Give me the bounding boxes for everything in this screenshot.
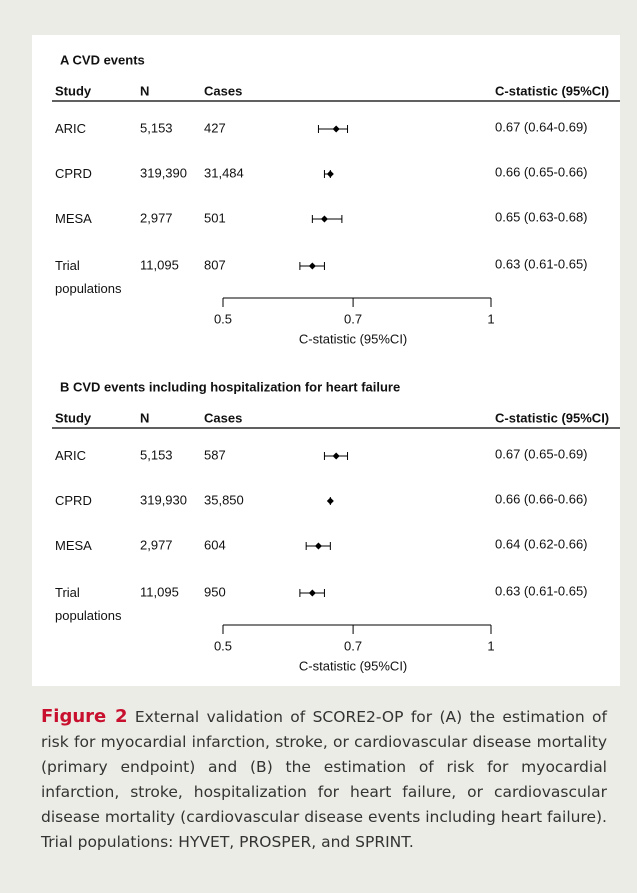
study-label: ARIC	[55, 121, 87, 136]
column-header: Study	[55, 83, 92, 98]
cases-label: 31,484	[204, 165, 244, 180]
point-estimate	[332, 452, 340, 460]
x-tick-label: 0.5	[214, 638, 232, 653]
n-label: 319,930	[140, 492, 187, 507]
x-tick-label: 0.7	[344, 638, 362, 653]
ci-label: 0.63 (0.61-0.65)	[495, 256, 588, 271]
column-header: C-statistic (95%CI)	[495, 83, 609, 98]
column-header: Cases	[204, 83, 242, 98]
ci-label: 0.65 (0.63-0.68)	[495, 209, 588, 224]
x-axis-label: C-statistic (95%CI)	[299, 658, 407, 673]
column-header: N	[140, 410, 149, 425]
study-cell: CPRD	[55, 493, 92, 508]
caption: Figure 2 External validation of SCORE2-O…	[41, 704, 607, 855]
ci-label: 0.66 (0.66-0.66)	[495, 491, 588, 506]
point-estimate	[320, 215, 328, 223]
ci-label: 0.64 (0.62-0.66)	[495, 536, 588, 551]
cases-label: 35,850	[204, 492, 244, 507]
point-estimate	[308, 262, 316, 270]
ci-label: 0.67 (0.65-0.69)	[495, 446, 588, 461]
study-label: MESA	[55, 538, 92, 553]
cases-label: 950	[204, 584, 226, 599]
x-tick-label: 1	[487, 638, 494, 653]
column-header: Cases	[204, 410, 242, 425]
n-label: 319,390	[140, 165, 187, 180]
x-tick-label: 0.7	[344, 311, 362, 326]
panel-title: B CVD events including hospitalization f…	[60, 379, 400, 394]
caption-label: Figure 2	[41, 706, 128, 727]
point-estimate	[308, 589, 316, 597]
column-header: N	[140, 83, 149, 98]
study-cell: MESA	[55, 211, 92, 226]
column-header: Study	[55, 410, 92, 425]
n-label: 2,977	[140, 210, 173, 225]
n-label: 11,095	[140, 584, 179, 599]
cases-label: 604	[204, 537, 226, 552]
x-tick-label: 1	[487, 311, 494, 326]
point-estimate	[326, 170, 334, 178]
column-header: C-statistic (95%CI)	[495, 410, 609, 425]
study-cell: MESA	[55, 538, 92, 553]
panel-background	[32, 35, 620, 686]
point-estimate	[332, 125, 340, 133]
n-label: 5,153	[140, 447, 173, 462]
figure: A CVD events Study N Cases C-statistic (95%C…	[32, 35, 620, 686]
ci-label: 0.67 (0.64-0.69)	[495, 119, 588, 134]
n-label: 11,095	[140, 257, 179, 272]
study-label: ARIC	[55, 448, 87, 463]
study-label: Trial populations	[55, 258, 122, 296]
ci-label: 0.66 (0.65-0.66)	[495, 164, 588, 179]
x-axis-label: C-statistic (95%CI)	[299, 331, 407, 346]
study-cell: CPRD	[55, 166, 92, 181]
study-cell: Trial populations	[55, 585, 122, 623]
panel-title: A CVD events	[60, 52, 145, 67]
point-estimate	[326, 497, 334, 505]
cases-label: 501	[204, 210, 226, 225]
study-cell: ARIC	[55, 448, 87, 463]
study-cell: ARIC	[55, 121, 87, 136]
study-label: CPRD	[55, 166, 92, 181]
study-label: Trial populations	[55, 585, 122, 623]
n-label: 5,153	[140, 120, 173, 135]
cases-label: 807	[204, 257, 226, 272]
point-estimate	[314, 542, 322, 550]
study-label: MESA	[55, 211, 92, 226]
n-label: 2,977	[140, 537, 173, 552]
cases-label: 427	[204, 120, 226, 135]
study-cell: Trial populations	[55, 258, 122, 296]
caption-text: External validation of SCORE2-OP for (A)…	[41, 708, 607, 851]
cases-label: 587	[204, 447, 226, 462]
ci-label: 0.63 (0.61-0.65)	[495, 583, 588, 598]
study-label: CPRD	[55, 493, 92, 508]
x-tick-label: 0.5	[214, 311, 232, 326]
